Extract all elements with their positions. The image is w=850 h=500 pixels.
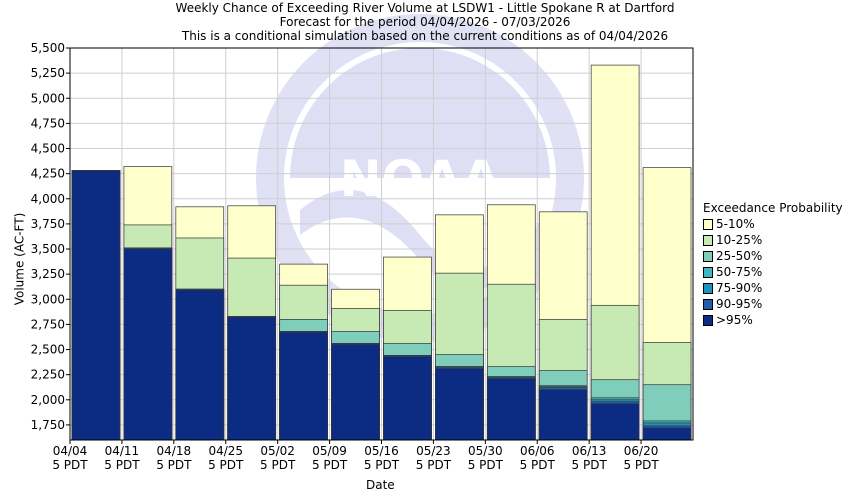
- y-tick-label: 4,750: [31, 116, 65, 130]
- x-tick-label: 05/16: [364, 444, 399, 458]
- bar-95-05-30: [486, 378, 536, 441]
- bar-95-05-02: [279, 332, 328, 441]
- bar-95-05-23: [435, 368, 484, 441]
- chart-title: Weekly Chance of Exceeding River Volume …: [175, 1, 675, 15]
- bar-95-06-20: [642, 427, 692, 441]
- y-tick-label: 2,000: [31, 393, 65, 407]
- legend-item: 50-75%: [703, 264, 843, 280]
- x-tick-label-sub: 5 PDT: [416, 458, 452, 472]
- legend-swatch: [703, 250, 713, 262]
- chart-subtitle: Forecast for the period 04/04/2026 - 07/…: [279, 15, 571, 29]
- x-tick-label-sub: 5 PDT: [208, 458, 244, 472]
- legend-label: 25-50%: [716, 249, 763, 263]
- legend-item: 90-95%: [703, 296, 843, 312]
- y-tick-label: 4,000: [31, 192, 65, 206]
- x-tick-label: 04/25: [208, 444, 243, 458]
- x-axis-label: Date: [366, 478, 395, 492]
- x-tick-label: 05/30: [468, 444, 503, 458]
- y-tick-label: 5,000: [31, 91, 65, 105]
- legend-swatch: [703, 218, 713, 230]
- legend-label: 10-25%: [716, 233, 763, 247]
- chart-note: This is a conditional simulation based o…: [181, 29, 669, 43]
- legend-label: 75-90%: [716, 281, 763, 295]
- x-tick-label-sub: 5 PDT: [572, 458, 608, 472]
- bar-95-04-18: [175, 289, 225, 441]
- y-tick-label: 1,750: [31, 418, 65, 432]
- x-tick-label: 06/06: [520, 444, 555, 458]
- x-tick-label: 04/11: [105, 444, 140, 458]
- x-tick-label: 05/02: [260, 444, 295, 458]
- bar-95-06-06: [538, 389, 588, 441]
- legend: Exceedance Probability 5-10% 10-25% 25-50%…: [703, 201, 843, 328]
- y-tick-label: 2,250: [31, 368, 65, 382]
- y-tick-label: 3,500: [31, 242, 65, 256]
- x-tick-label: 05/23: [416, 444, 451, 458]
- x-tick-label-sub: 5 PDT: [260, 458, 296, 472]
- legend-label: 90-95%: [716, 297, 763, 311]
- bar-95-04-04: [71, 170, 121, 441]
- x-tick-label: 05/09: [312, 444, 347, 458]
- legend-swatch: [703, 282, 713, 294]
- x-tick-label-sub: 5 PDT: [52, 458, 88, 472]
- legend-item: 25-50%: [703, 248, 843, 264]
- legend-item: 75-90%: [703, 280, 843, 296]
- legend-swatch: [703, 266, 713, 278]
- legend-label: >95%: [716, 313, 753, 327]
- x-tick-label-sub: 5 PDT: [364, 458, 400, 472]
- y-tick-label: 4,500: [31, 142, 65, 156]
- bar-95-05-09: [331, 344, 380, 441]
- x-tick-label-sub: 5 PDT: [623, 458, 659, 472]
- y-axis-label: Volume (AC-FT): [12, 212, 27, 306]
- watermark-wave: [300, 190, 548, 290]
- watermark-text: NOAA: [340, 150, 501, 208]
- legend-label: 5-10%: [716, 217, 755, 231]
- bar-95-06-13: [590, 403, 640, 441]
- legend-swatch: [703, 298, 713, 310]
- y-tick-label: 3,250: [31, 267, 65, 281]
- x-tick-label-sub: 5 PDT: [104, 458, 140, 472]
- legend-item: >95%: [703, 312, 843, 328]
- x-tick-label: 04/18: [157, 444, 192, 458]
- x-tick-label-sub: 5 PDT: [520, 458, 556, 472]
- legend-label: 50-75%: [716, 265, 763, 279]
- y-tick-label: 3,000: [31, 292, 65, 306]
- y-tick-label: 2,750: [31, 317, 65, 331]
- x-tick-label-sub: 5 PDT: [468, 458, 504, 472]
- y-tick-label: 3,750: [31, 217, 65, 231]
- bar-95-04-11: [123, 248, 173, 441]
- y-tick-label: 5,500: [31, 41, 65, 55]
- legend-item: 5-10%: [703, 216, 843, 232]
- x-tick-label-sub: 5 PDT: [312, 458, 348, 472]
- x-tick-label: 04/04: [53, 444, 88, 458]
- x-tick-label: 06/13: [572, 444, 607, 458]
- y-tick-label: 2,500: [31, 343, 65, 357]
- legend-swatch: [703, 234, 713, 246]
- bar-95-04-25: [227, 317, 277, 441]
- x-tick-label: 06/20: [624, 444, 659, 458]
- y-tick-label: 5,250: [31, 66, 65, 80]
- legend-title: Exceedance Probability: [703, 201, 843, 215]
- legend-swatch: [703, 314, 713, 326]
- legend-item: 10-25%: [703, 232, 843, 248]
- x-tick-label-sub: 5 PDT: [156, 458, 192, 472]
- y-tick-label: 4,250: [31, 167, 65, 181]
- bar-95-05-16: [383, 356, 432, 441]
